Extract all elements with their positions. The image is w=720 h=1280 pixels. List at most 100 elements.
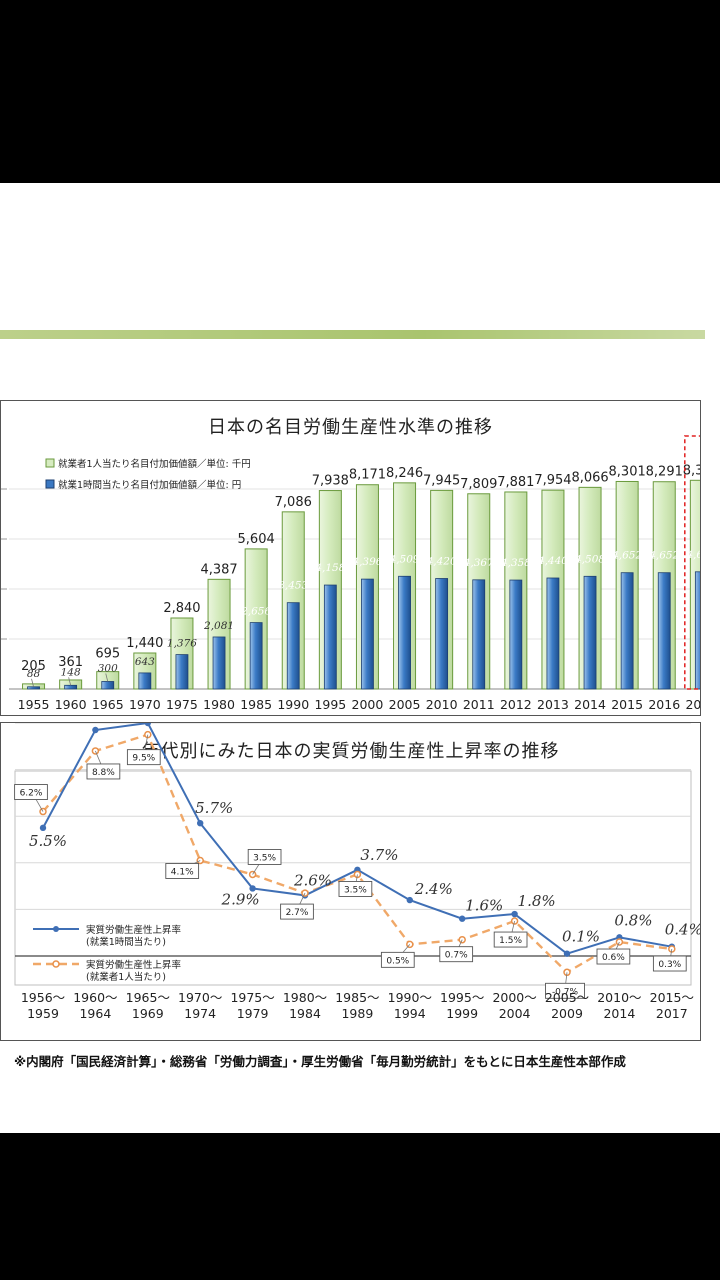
per-worker-label-box [126,749,161,766]
x-tick-label: 2000 [352,697,384,712]
productivity-growth-chart: 5.5%9.7%10.0%5.7%2.9%2.6%3.7%2.4%1.6%1.8… [14,723,700,1021]
per-worker-value-label: 3.5% [344,885,367,895]
per-worker-label-box [493,931,528,948]
chart1-title: 日本の名目労働生産性水準の推移 [208,417,493,438]
blue-bar [64,684,78,690]
x-tick-label-bottom: 1999 [446,1006,478,1021]
x-tick-label: 2016 [648,697,680,712]
series-point-per-hour [563,950,571,957]
x-tick-label-bottom: 2017 [656,1006,688,1021]
series-point-per-worker [196,856,204,865]
x-tick-label-bottom: 2009 [551,1006,583,1021]
per-worker-value-label: 0.3% [658,960,681,970]
blue-bar [694,571,700,690]
x-tick-label-top: 1956～ [21,990,65,1005]
green-bar-value-label: 7,086 [275,495,312,510]
per-hour-value-label: 1.6% [465,897,503,915]
per-worker-label-box [14,784,48,800]
blue-bar [286,602,300,690]
green-bar-value-label: 7,954 [534,473,571,488]
x-tick-label-top: 2005～ [545,990,589,1005]
green-bar-value-label: 8,246 [386,466,423,481]
legend-swatch-green [45,458,55,468]
x-tick-label-bottom: 1969 [132,1006,164,1021]
x-tick-label: 1965 [92,697,124,712]
slide: 日本の名目労働生産性水準の推移 1955 205 88 1960 361 148 1965 6… [0,183,720,1133]
legend-label-per-worker: 実質労働生産性上昇率 [86,959,182,971]
blue-bar-value-label: 3,453 [278,580,308,592]
blue-bar [546,577,560,690]
green-bar-value-label: 5,604 [238,532,275,547]
series-point-per-hour [249,885,256,892]
x-tick-label: 2005 [389,697,421,712]
blue-bar [509,579,523,690]
x-tick-label: 2011 [463,697,495,712]
x-tick-label-top: 1995～ [440,990,484,1005]
x-tick-label: 1995 [314,697,346,712]
x-tick-label: 2015 [611,697,643,712]
green-bar-value-label: 8,171 [349,468,386,483]
x-tick-label-top: 1960～ [73,990,117,1005]
x-tick-label-top: 2010～ [597,990,641,1005]
per-worker-label-box [165,863,200,879]
chart2-title: 年代別にみた日本の実質労働生産性上昇率の推移 [141,741,560,762]
blue-bar-value-label: 148 [61,666,81,678]
green-bar-value-label: 8,291 [646,465,683,480]
label-leader [31,678,34,687]
x-tick-label-top: 2000～ [492,990,536,1005]
blue-bar [249,622,263,690]
green-bar-value-label: 695 [95,647,120,662]
x-tick-label-bottom: 1959 [27,1006,59,1021]
green-bar-value-label: 4,387 [200,562,237,577]
green-bar-value-label: 8,066 [571,470,608,485]
per-worker-label-box [380,951,415,968]
green-bar-value-label: 7,881 [497,475,534,490]
x-tick-label: 2014 [574,697,606,712]
per-worker-label-box [247,848,282,865]
per-worker-value-label: 0.6% [602,953,625,963]
x-tick-label-top: 1990～ [388,990,432,1005]
per-worker-label-box [280,903,314,920]
per-worker-value-label: 8.8% [92,768,115,778]
blue-bar [101,681,115,690]
x-tick-label-bottom: 2014 [603,1006,635,1021]
x-tick-label-bottom: 1979 [237,1006,269,1021]
green-bar-value-label: 205 [21,659,46,674]
per-worker-value-label: 0.7% [445,951,468,961]
green-bar-value-label: 1,440 [126,636,163,651]
blue-bar-value-label: 1,376 [167,638,197,650]
per-hour-value-label: 5.5% [29,832,67,850]
blue-bar-value-label: 4,396 [351,556,382,568]
blue-bar-value-label: 4,367 [463,557,494,569]
per-worker-value-label: 0.5% [386,956,409,966]
per-hour-value-label: 3.7% [360,846,398,864]
green-bar-value-label: 7,945 [423,473,460,488]
blue-bar-value-label: 643 [135,656,155,668]
blue-bar-value-label: 4,158 [314,562,345,574]
plot-area [14,770,692,986]
per-worker-value-label: 1.5% [499,936,522,946]
green-bar-value-label: 7,938 [312,474,349,489]
green-bar-value-label: 8,348 [683,463,700,478]
green-bar-value-label: 8,301 [609,464,646,479]
blue-bar-value-label: 88 [27,668,41,680]
per-worker-label-box [439,946,474,963]
blue-bar [657,572,671,690]
per-worker-value-label: 6.2% [20,789,43,799]
x-tick-label-top: 2015～ [650,990,694,1005]
per-hour-value-label: 2.9% [221,890,260,908]
blue-bar [175,654,189,690]
per-worker-label-box [596,948,631,965]
green-bar-value-label: 2,840 [163,601,200,616]
x-tick-label: 2010 [426,697,458,712]
blue-bar [323,584,337,690]
blue-bar-value-label: 2,656 [240,606,271,618]
productivity-growth-chart-panel: 年代別にみた日本の実質労働生産性上昇率の推移 5.5%9.7%10.0%5.7%… [0,722,701,1041]
x-tick-label: 1990 [277,697,309,712]
blue-bar-value-label: 4,358 [500,557,531,569]
slide-accent-bar [0,330,705,339]
series-point-per-worker [301,889,309,897]
per-hour-value-label: 2.6% [293,871,332,889]
x-tick-label-bottom: 1994 [394,1006,426,1021]
